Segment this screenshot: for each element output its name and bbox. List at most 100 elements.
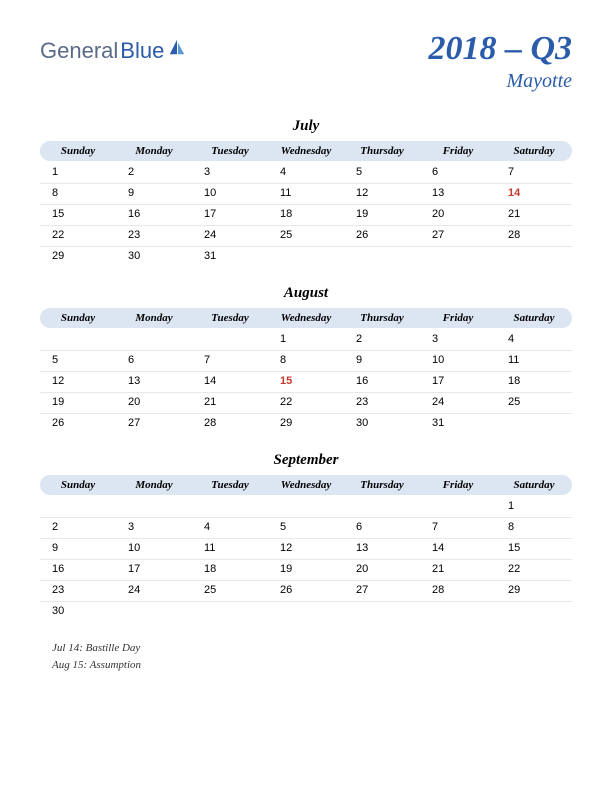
week-row: 1234567 xyxy=(40,163,572,184)
day-cell xyxy=(40,497,116,517)
day-cell: 19 xyxy=(40,393,116,413)
day-cell: 16 xyxy=(344,372,420,392)
day-header-cell: Monday xyxy=(116,479,192,491)
week-row: 262728293031 xyxy=(40,414,572,434)
day-cell: 25 xyxy=(496,393,572,413)
day-cell: 5 xyxy=(268,518,344,538)
day-cell: 6 xyxy=(420,163,496,183)
day-cell xyxy=(496,247,572,267)
day-header-cell: Thursday xyxy=(344,145,420,157)
week-row: 30 xyxy=(40,602,572,622)
week-row: 23242526272829 xyxy=(40,581,572,602)
day-cell: 13 xyxy=(116,372,192,392)
day-cell: 27 xyxy=(420,226,496,246)
day-cell: 18 xyxy=(268,205,344,225)
day-cell xyxy=(192,602,268,622)
day-cell: 17 xyxy=(420,372,496,392)
day-cell: 11 xyxy=(268,184,344,204)
day-cell: 30 xyxy=(40,602,116,622)
day-cell: 12 xyxy=(40,372,116,392)
day-cell: 2 xyxy=(344,330,420,350)
day-cell: 25 xyxy=(192,581,268,601)
day-cell: 21 xyxy=(192,393,268,413)
day-cell: 20 xyxy=(116,393,192,413)
weeks-container: 1234567891011121314151617181920212223242… xyxy=(40,497,572,622)
day-header-cell: Tuesday xyxy=(192,312,268,324)
day-cell: 14 xyxy=(192,372,268,392)
day-cell: 8 xyxy=(40,184,116,204)
day-cell: 8 xyxy=(496,518,572,538)
day-cell: 24 xyxy=(192,226,268,246)
day-cell: 4 xyxy=(268,163,344,183)
week-row: 12131415161718 xyxy=(40,372,572,393)
day-header-row: SundayMondayTuesdayWednesdayThursdayFrid… xyxy=(40,141,572,161)
week-row: 2345678 xyxy=(40,518,572,539)
day-cell: 29 xyxy=(496,581,572,601)
week-row: 22232425262728 xyxy=(40,226,572,247)
day-header-cell: Tuesday xyxy=(192,145,268,157)
holidays-list: Jul 14: Bastille DayAug 15: Assumption xyxy=(40,640,572,673)
day-cell: 23 xyxy=(344,393,420,413)
weeks-container: 1234567891011121314151617181920212223242… xyxy=(40,163,572,267)
day-cell: 5 xyxy=(40,351,116,371)
week-row: 9101112131415 xyxy=(40,539,572,560)
day-cell: 21 xyxy=(496,205,572,225)
day-cell xyxy=(496,602,572,622)
logo-blue-text: Blue xyxy=(120,38,164,64)
day-cell xyxy=(496,414,572,434)
month-title: September xyxy=(40,452,572,469)
day-cell: 26 xyxy=(40,414,116,434)
day-cell: 18 xyxy=(192,560,268,580)
day-cell xyxy=(268,247,344,267)
day-cell xyxy=(344,497,420,517)
day-cell: 30 xyxy=(116,247,192,267)
day-cell: 7 xyxy=(192,351,268,371)
day-cell xyxy=(268,602,344,622)
week-row: 293031 xyxy=(40,247,572,267)
day-cell: 2 xyxy=(40,518,116,538)
day-header-cell: Sunday xyxy=(40,479,116,491)
day-cell xyxy=(344,602,420,622)
day-header-cell: Wednesday xyxy=(268,479,344,491)
day-cell: 14 xyxy=(496,184,572,204)
day-header-row: SundayMondayTuesdayWednesdayThursdayFrid… xyxy=(40,475,572,495)
day-cell: 13 xyxy=(420,184,496,204)
day-cell: 25 xyxy=(268,226,344,246)
week-row: 891011121314 xyxy=(40,184,572,205)
day-cell: 2 xyxy=(116,163,192,183)
day-cell: 31 xyxy=(192,247,268,267)
day-cell: 31 xyxy=(420,414,496,434)
day-cell: 28 xyxy=(496,226,572,246)
day-cell: 3 xyxy=(116,518,192,538)
day-header-row: SundayMondayTuesdayWednesdayThursdayFrid… xyxy=(40,308,572,328)
day-cell: 4 xyxy=(192,518,268,538)
day-cell: 8 xyxy=(268,351,344,371)
month-title: August xyxy=(40,285,572,302)
day-cell: 1 xyxy=(496,497,572,517)
day-header-cell: Friday xyxy=(420,479,496,491)
day-cell: 10 xyxy=(116,539,192,559)
title-sub: Mayotte xyxy=(428,70,572,93)
day-cell: 30 xyxy=(344,414,420,434)
day-header-cell: Wednesday xyxy=(268,312,344,324)
day-header-cell: Saturday xyxy=(496,145,572,157)
day-cell: 15 xyxy=(40,205,116,225)
day-header-cell: Friday xyxy=(420,312,496,324)
month-title: July xyxy=(40,118,572,135)
day-cell: 18 xyxy=(496,372,572,392)
day-cell: 20 xyxy=(344,560,420,580)
day-cell xyxy=(116,602,192,622)
title-block: 2018 – Q3 Mayotte xyxy=(428,30,572,93)
day-cell: 13 xyxy=(344,539,420,559)
week-row: 16171819202122 xyxy=(40,560,572,581)
calendar-month: July SundayMondayTuesdayWednesdayThursday… xyxy=(40,118,572,267)
day-cell: 4 xyxy=(496,330,572,350)
day-cell: 17 xyxy=(116,560,192,580)
day-cell: 19 xyxy=(344,205,420,225)
day-cell: 26 xyxy=(344,226,420,246)
day-cell xyxy=(116,497,192,517)
day-cell: 28 xyxy=(420,581,496,601)
day-cell: 11 xyxy=(192,539,268,559)
day-cell: 1 xyxy=(40,163,116,183)
day-cell: 23 xyxy=(40,581,116,601)
